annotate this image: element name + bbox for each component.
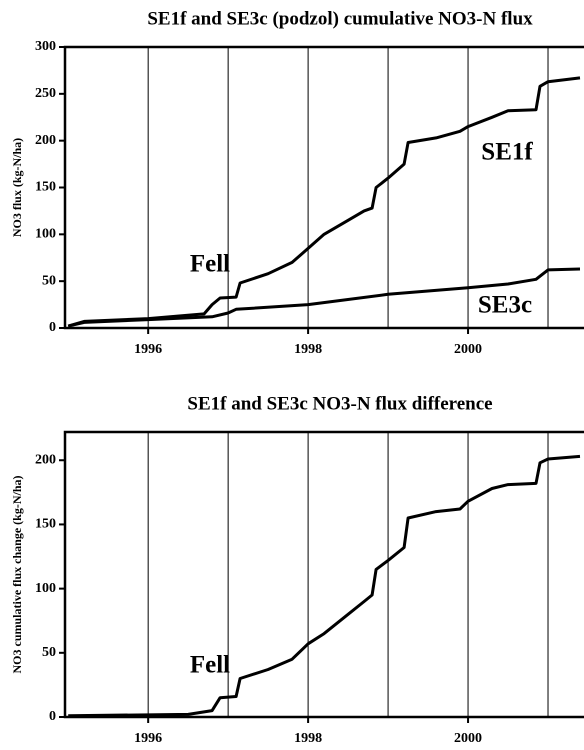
x-tick-label: 1996 [134,342,162,357]
y-tick-label: 300 [35,39,56,54]
y-tick-label: 150 [35,180,56,195]
annotation: SE1f [481,139,533,166]
y-axis-label: NO3 flux (kg-N/ha) [10,138,24,237]
y-tick-label: 100 [35,581,56,596]
y-axis-label: NO3 cumulative flux change (kg-N/ha) [10,475,24,673]
chart-title: SE1f and SE3c (podzol) cumulative NO3-N … [147,8,533,29]
y-tick-label: 100 [35,227,56,242]
x-tick-label: 2000 [454,731,482,746]
series-line [67,267,581,328]
y-tick-label: 50 [42,273,56,288]
plot-frame [63,430,584,719]
annotation: Fell [190,251,230,278]
x-tick-label: 1996 [134,731,162,746]
x-tick-label: 1998 [294,731,322,746]
plot-frame [63,45,584,330]
annotation: Fell [190,652,230,679]
y-tick-label: 250 [35,86,56,101]
chart-title: SE1f and SE3c NO3-N flux difference [187,393,492,414]
y-tick-label: 200 [35,133,56,148]
series-line [68,454,581,718]
y-tick-label: 0 [49,320,56,335]
annotation: SE3c [478,292,532,319]
series-line [67,76,581,328]
y-tick-label: 50 [42,645,56,660]
x-tick-label: 1998 [294,342,322,357]
y-tick-label: 150 [35,517,56,532]
y-tick-label: 0 [49,709,56,724]
x-tick-label: 2000 [454,342,482,357]
y-tick-label: 200 [35,452,56,467]
